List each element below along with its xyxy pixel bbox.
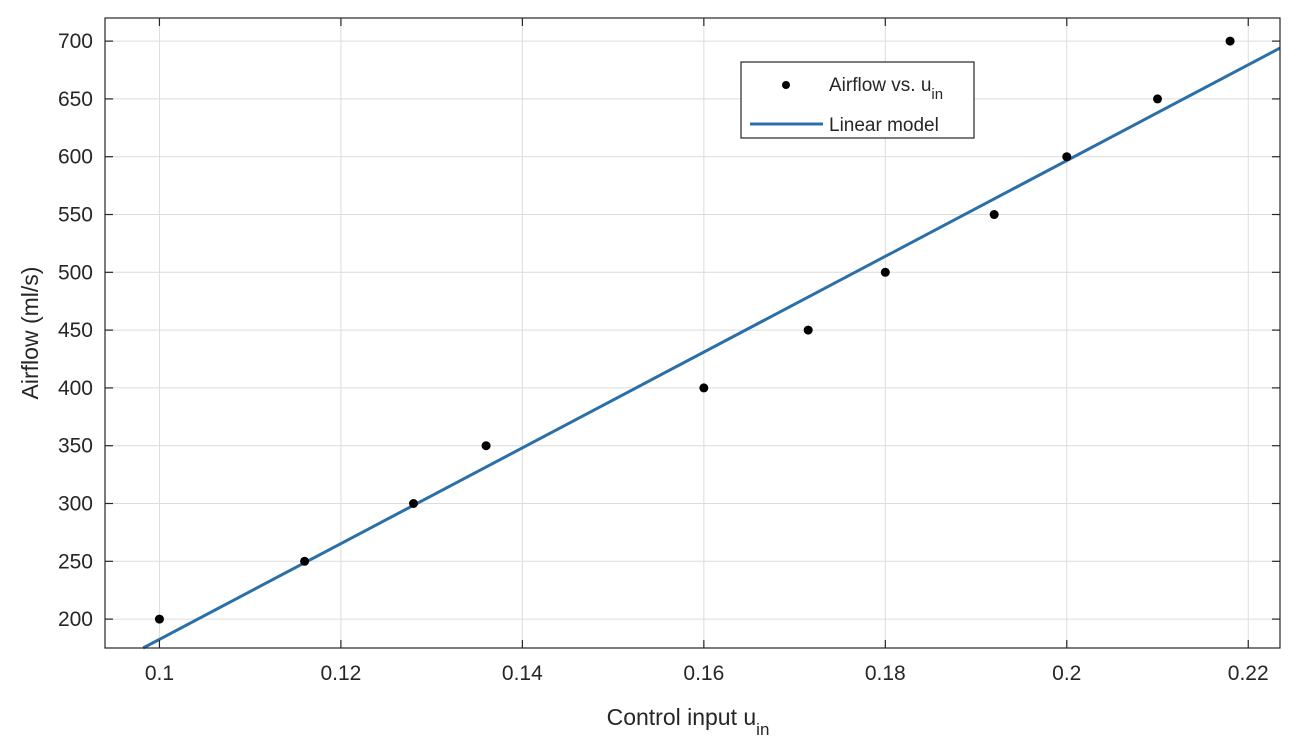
x-tick-label: 0.14 [502, 662, 543, 685]
data-point [880, 267, 890, 277]
y-tick-label: 350 [58, 435, 93, 458]
y-tick-label: 600 [58, 146, 93, 169]
legend: Airflow vs. uin Linear model [740, 61, 975, 139]
data-point [1225, 36, 1235, 46]
data-point [1153, 94, 1163, 104]
y-tick-label: 300 [58, 493, 93, 516]
ticks [105, 18, 1280, 648]
x-tick-label: 0.22 [1228, 662, 1269, 685]
linear-model-series [142, 46, 1281, 650]
y-tick-label: 550 [58, 204, 93, 227]
x-tick-label: 0.18 [865, 662, 906, 685]
data-point [408, 499, 418, 509]
plot-area [105, 18, 1280, 648]
y-tick-label: 700 [58, 30, 93, 53]
x-tick-label: 0.12 [320, 662, 361, 685]
data-point [300, 556, 310, 566]
x-tick-label: 0.1 [145, 662, 174, 685]
grid [105, 18, 1280, 648]
data-point [699, 383, 709, 393]
data-point [1062, 152, 1072, 162]
data-point [989, 210, 999, 220]
x-tick-label: 0.16 [683, 662, 724, 685]
plot-frame [104, 17, 1281, 649]
y-tick-label: 250 [58, 550, 93, 573]
y-tick-label: 200 [58, 608, 93, 631]
scatter-series [154, 36, 1235, 624]
y-tick-label: 400 [58, 377, 93, 400]
y-tick-label: 450 [58, 319, 93, 342]
data-point [154, 614, 164, 624]
data-point [803, 325, 813, 335]
y-axis-title: Airflow (ml/s) [17, 267, 43, 400]
legend-label-line: Linear model [829, 115, 939, 136]
legend-label-scatter: Airflow vs. uin [829, 75, 943, 103]
tick-labels: 0.1 0.12 0.14 0.16 0.18 0.2 0.22 200 250 300 350 40… [58, 30, 1269, 685]
legend-scatter-marker [782, 81, 790, 89]
linear-model-line [142, 46, 1281, 650]
x-tick-label: 0.2 [1052, 662, 1081, 685]
y-tick-label: 650 [58, 88, 93, 111]
y-tick-label: 500 [58, 261, 93, 284]
data-point [481, 441, 491, 451]
x-axis-title: Control input uin [607, 704, 770, 739]
